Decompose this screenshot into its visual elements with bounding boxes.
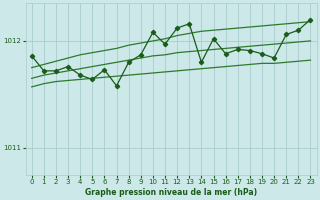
X-axis label: Graphe pression niveau de la mer (hPa): Graphe pression niveau de la mer (hPa) xyxy=(85,188,257,197)
